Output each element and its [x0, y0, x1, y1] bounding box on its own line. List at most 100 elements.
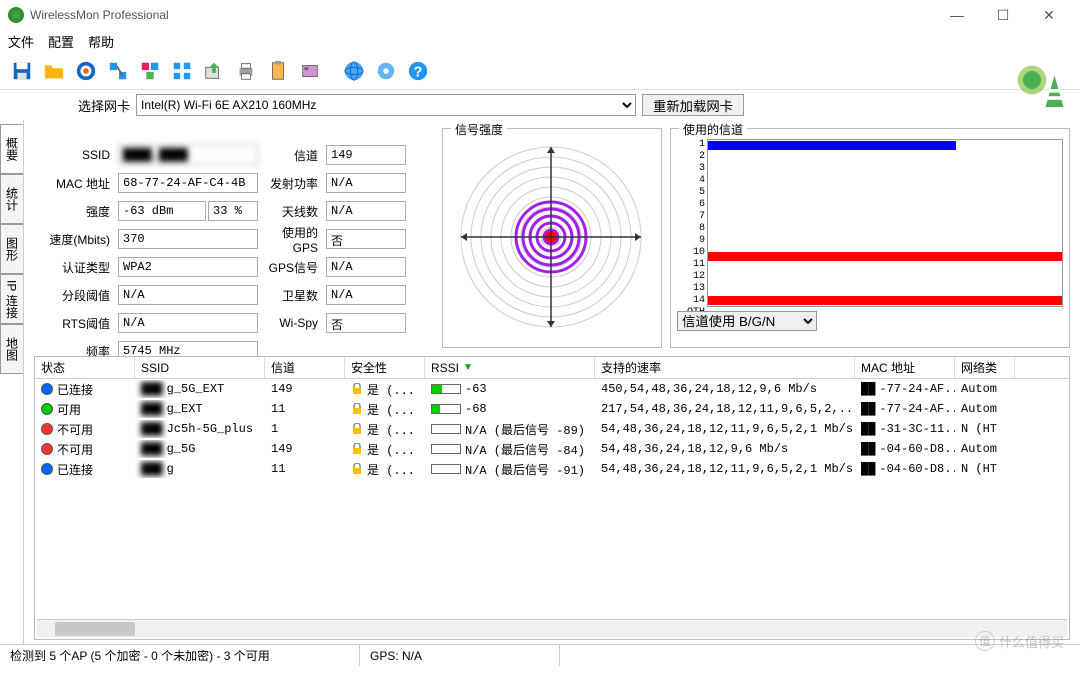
gps-value: 否 [326, 229, 406, 249]
wispy-label: Wi-Spy [262, 316, 322, 330]
wispy-value: 否 [326, 313, 406, 333]
net1-icon[interactable] [104, 57, 132, 85]
card-icon[interactable] [296, 57, 324, 85]
tab-summary[interactable]: 概要 [0, 124, 23, 174]
reload-nic-button[interactable]: 重新加载网卡 [642, 94, 744, 116]
sat-value: N/A [326, 285, 406, 305]
folder-icon[interactable] [40, 57, 68, 85]
frag-value: N/A [118, 285, 258, 305]
table-row[interactable]: 已连接███g11是 (... N/A (最后信号 -91)54,48,36,2… [35, 459, 1069, 479]
col-status[interactable]: 状态 [35, 357, 135, 378]
col-security[interactable]: 安全性 [345, 357, 425, 378]
status-gps: GPS: N/A [360, 645, 560, 666]
lock-icon [351, 443, 363, 455]
nic-select[interactable]: Intel(R) Wi-Fi 6E AX210 160MHz [136, 94, 636, 116]
lock-icon [351, 423, 363, 435]
speed-label: 速度(Mbits) [34, 231, 114, 248]
status-dot-icon [41, 383, 53, 395]
menu-config[interactable]: 配置 [48, 32, 74, 51]
table-header: 状态 SSID 信道 安全性 RSSI ▼ 支持的速率 MAC 地址 网络类 [35, 357, 1069, 379]
table-row[interactable]: 不可用███g_5G149是 (... N/A (最后信号 -84)54,48,… [35, 439, 1069, 459]
field-grid: SSID████_████ 信道149 MAC 地址68-77-24-AF-C4… [34, 128, 434, 348]
rssi-bar [431, 424, 461, 434]
col-ssid[interactable]: SSID [135, 357, 265, 378]
table-body: 已连接███g_5G_EXT149是 (... -63450,54,48,36,… [35, 379, 1069, 615]
export-icon[interactable] [200, 57, 228, 85]
signal-strength-panel: 信号强度 [442, 128, 662, 348]
save-icon[interactable] [8, 57, 36, 85]
rssi-bar [431, 464, 461, 474]
minimize-button[interactable]: — [934, 0, 980, 30]
antennas-label: 天线数 [262, 203, 322, 220]
gps-label: 使用的GPS [262, 224, 322, 255]
lock-icon [351, 463, 363, 475]
nic-select-row: 选择网卡 Intel(R) Wi-Fi 6E AX210 160MHz 重新加载… [0, 90, 1080, 120]
horizontal-scrollbar[interactable] [37, 619, 1067, 637]
tab-ip[interactable]: IP 连接 [0, 274, 23, 324]
auth-label: 认证类型 [34, 259, 114, 276]
table-row[interactable]: 已连接███g_5G_EXT149是 (... -63450,54,48,36,… [35, 379, 1069, 399]
table-row[interactable]: 不可用███Jc5h-5G_plus1是 (... N/A (最后信号 -89)… [35, 419, 1069, 439]
tab-graph[interactable]: 图形 [0, 224, 23, 274]
status-dot-icon [41, 403, 53, 415]
col-rssi[interactable]: RSSI ▼ [425, 357, 595, 378]
lock-icon [351, 383, 363, 395]
help-icon[interactable]: ? [404, 57, 432, 85]
menu-help[interactable]: 帮助 [88, 32, 114, 51]
col-rates[interactable]: 支持的速率 [595, 357, 855, 378]
col-mac[interactable]: MAC 地址 [855, 357, 955, 378]
auth-value: WPA2 [118, 257, 258, 277]
title-bar: WirelessMon Professional — ☐ ✕ [0, 0, 1080, 30]
rts-label: RTS阈值 [34, 315, 114, 332]
rssi-bar [431, 384, 461, 394]
rssi-bar [431, 444, 461, 454]
channel-value: 149 [326, 145, 406, 165]
rssi-bar [431, 404, 461, 414]
clip-icon[interactable] [264, 57, 292, 85]
toolbar: ? [0, 52, 1080, 90]
menu-bar: 文件 配置 帮助 [0, 30, 1080, 52]
print-icon[interactable] [232, 57, 260, 85]
maximize-button[interactable]: ☐ [980, 0, 1026, 30]
channel-mode-select[interactable]: 信道使用 B/G/N [677, 311, 817, 331]
menu-file[interactable]: 文件 [8, 32, 34, 51]
rts-value: N/A [118, 313, 258, 333]
net2-icon[interactable] [136, 57, 164, 85]
nic-label: 选择网卡 [78, 96, 130, 115]
strength-pct: 33 % [208, 201, 258, 221]
strength-dbm: -63 dBm [118, 201, 206, 221]
strength-label: 强度 [34, 203, 114, 220]
globe-icon[interactable] [340, 57, 368, 85]
antennas-value: N/A [326, 201, 406, 221]
col-channel[interactable]: 信道 [265, 357, 345, 378]
channel-bars [707, 139, 1063, 307]
sort-indicator-icon: ▼ [463, 362, 473, 373]
close-button[interactable]: ✕ [1026, 0, 1072, 30]
gpssig-label: GPS信号 [262, 259, 322, 276]
lock-icon [351, 403, 363, 415]
channel-labels: 1234567891011121314OTH [677, 139, 707, 307]
tab-map[interactable]: 地图 [0, 324, 23, 374]
mac-label: MAC 地址 [34, 175, 114, 192]
ssid-label: SSID [34, 148, 114, 162]
gpssig-value: N/A [326, 257, 406, 277]
tab-stats[interactable]: 统计 [0, 174, 23, 224]
status-dot-icon [41, 463, 53, 475]
target-icon[interactable] [72, 57, 100, 85]
app-icon [8, 7, 24, 23]
frag-label: 分段阈值 [34, 287, 114, 304]
status-bar: 检测到 5 个AP (5 个加密 - 0 个未加密) - 3 个可用 GPS: … [0, 644, 1080, 666]
table-row[interactable]: 可用███g_EXT11是 (... -68217,54,48,36,24,18… [35, 399, 1069, 419]
gear-icon[interactable] [372, 57, 400, 85]
ap-table: 状态 SSID 信道 安全性 RSSI ▼ 支持的速率 MAC 地址 网络类 已… [34, 356, 1070, 640]
radar-title: 信号强度 [451, 121, 507, 138]
txpower-label: 发射功率 [262, 175, 322, 192]
mac-value: 68-77-24-AF-C4-4B [118, 173, 258, 193]
speed-value: 370 [118, 229, 258, 249]
watermark: 值 什么值得买 [975, 631, 1064, 651]
channel-label: 信道 [262, 147, 322, 164]
col-net[interactable]: 网络类 [955, 357, 1015, 378]
svg-text:?: ? [414, 64, 423, 80]
net3-icon[interactable] [168, 57, 196, 85]
side-tabs: 概要 统计 图形 IP 连接 地图 [0, 120, 24, 644]
